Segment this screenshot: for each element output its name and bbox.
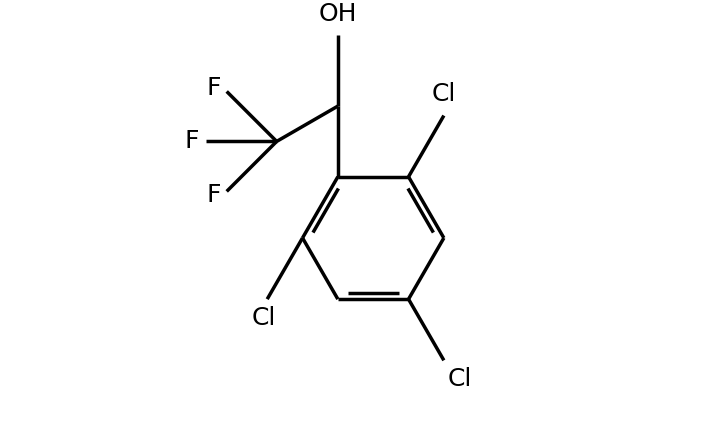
Text: F: F <box>206 76 221 100</box>
Text: F: F <box>206 183 221 207</box>
Text: Cl: Cl <box>251 306 276 330</box>
Text: OH: OH <box>319 2 357 26</box>
Text: Cl: Cl <box>432 82 456 107</box>
Text: Cl: Cl <box>448 367 472 392</box>
Text: F: F <box>184 129 199 153</box>
